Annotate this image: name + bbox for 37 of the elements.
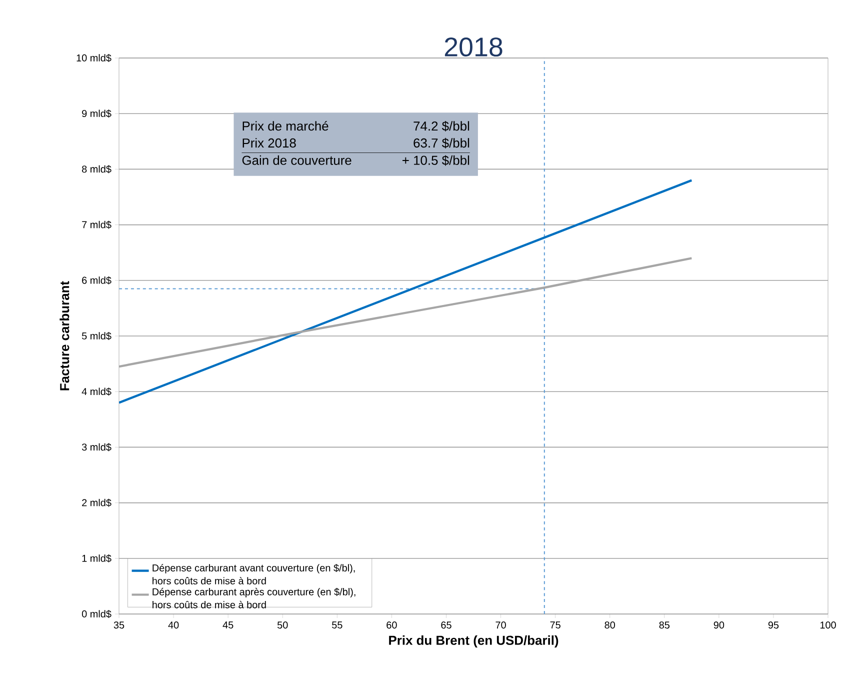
x-tick-label: 75 [550,622,560,628]
legend-label: Dépense carburant après couverture (en $/bl), hors coûts de mise à bord [152,588,356,608]
x-tick-label: 95 [768,622,779,629]
y-tick-label: 0 mld$ [82,610,112,618]
x-tick-label: 85 [659,622,670,629]
annotation: 74.2 $/bbl [414,120,470,132]
x-tick-label: 40 [168,622,179,629]
y-tick-label: 4 mld$ [82,388,112,396]
annotation: Prix de marché [242,121,328,131]
y-tick-label: 7 mld$ [82,220,112,229]
annotation: Prix 2018 [242,138,296,148]
y-tick-label: 1 mld$ [82,554,112,562]
x-tick-label: 100 [820,622,836,629]
annotation: + 10.5 $/bbl [402,155,470,166]
x-tick-label: 80 [604,622,616,629]
y-tick-label: 2 mld$ [82,498,112,507]
x-tick-label: 60 [386,622,397,629]
y-tick-label: 6 mld$ [82,276,112,284]
chart-title: 2018 [444,37,502,56]
x-tick-label: 65 [441,622,452,629]
y-axis-title: Facture carburant [60,281,70,390]
x-axis-title: Prix du Brent (en USD/baril) [389,635,558,648]
x-tick-label: 35 [114,622,124,629]
x-tick-label: 90 [714,622,724,629]
y-tick-label: 3 mld$ [82,443,112,452]
x-tick-label: 50 [277,622,288,629]
y-tick-label: 5 mld$ [82,332,112,340]
y-tick-label: 9 mld$ [82,110,112,118]
y-tick-label: 10 mld$ [76,54,112,62]
annotation: Gain de couverture [242,155,352,165]
y-tick-label: 8 mld$ [82,165,112,174]
x-tick-label: 70 [496,622,506,629]
x-tick-label: 55 [332,622,342,628]
x-tick-label: 45 [222,622,234,628]
annotation: 63.7 $/bbl [414,138,470,148]
line-series [119,179,693,404]
legend-label: Dépense carburant avant couverture (en $/bl), hors coûts de mise à bord [152,564,355,584]
